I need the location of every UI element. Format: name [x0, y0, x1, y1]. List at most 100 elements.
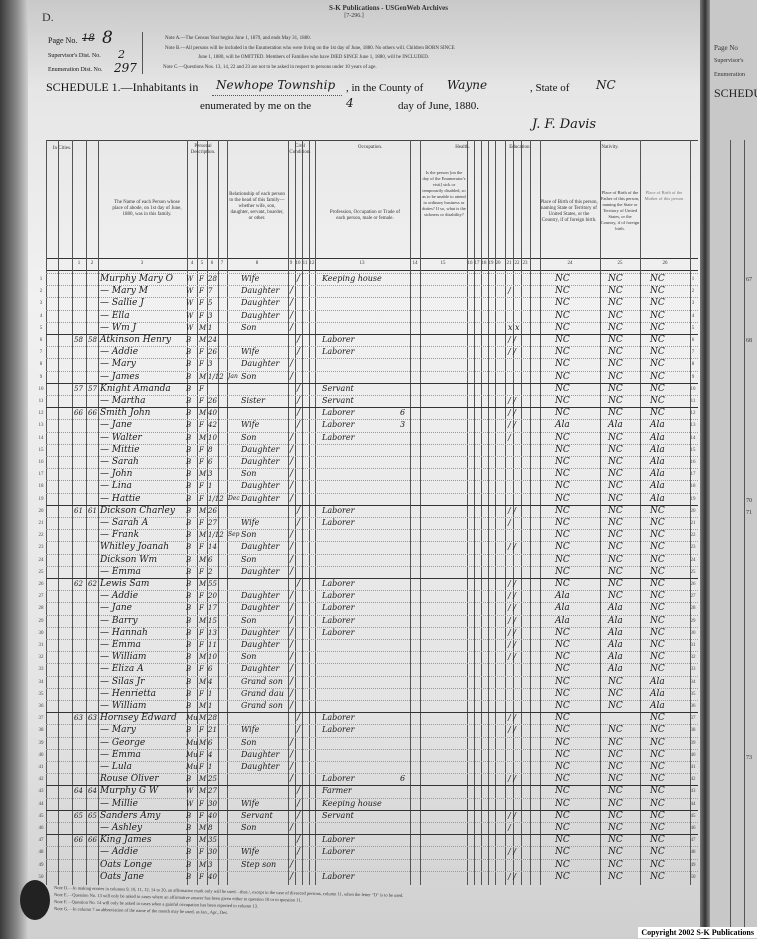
relationship: Son: [241, 432, 257, 442]
single-mark: /: [290, 762, 294, 772]
birthplace: NC: [555, 762, 570, 772]
supervisor-label: Supervisor's Dist. No.: [48, 53, 101, 59]
age: 1: [208, 323, 213, 332]
color: W: [186, 787, 194, 796]
color: Mu: [186, 738, 198, 747]
line-number: 50: [690, 874, 696, 880]
person-name: — Mary: [100, 725, 136, 736]
single-mark: /: [290, 591, 294, 602]
day-value: 4: [346, 96, 354, 110]
father-birthplace: NC: [608, 481, 623, 492]
mother-birthplace: Ala: [650, 701, 665, 711]
row-rule: [46, 358, 698, 360]
education-marks: / /: [508, 615, 516, 625]
age: 26: [208, 348, 217, 357]
mother-birthplace: Ala: [650, 469, 665, 480]
mother-birthplace: Ala: [650, 481, 665, 492]
age: 8: [208, 824, 213, 832]
binding-gutter: [700, 0, 710, 939]
line-number: 48: [690, 850, 696, 856]
column-rule: [420, 140, 421, 885]
row-rule: [46, 480, 698, 482]
line-number: 5: [691, 325, 695, 331]
line-number: 6: [39, 338, 43, 343]
sex: F: [199, 763, 204, 771]
person-name: — James: [100, 371, 140, 382]
mother-birthplace: NC: [650, 835, 665, 846]
sex: F: [199, 543, 204, 552]
line-number: 31: [690, 643, 696, 648]
line-number: 4: [691, 313, 695, 319]
relationship: Wife: [241, 347, 260, 357]
education-marks: / /: [508, 603, 516, 613]
birthplace: NC: [555, 566, 570, 577]
mother-birthplace: NC: [650, 542, 665, 553]
person-name: Rouse Oliver: [100, 774, 159, 785]
occupation: Laborer: [322, 579, 355, 588]
mother-birthplace: NC: [650, 566, 665, 577]
sex: F: [199, 397, 204, 405]
state-value: NC: [596, 78, 616, 92]
column-number: 16: [467, 261, 473, 266]
mother-birthplace: NC: [650, 603, 665, 614]
column-rule: [187, 140, 188, 885]
line-number: 46: [38, 826, 44, 831]
sex: F: [199, 604, 204, 613]
column-number: 25: [617, 261, 623, 266]
age: 5: [208, 299, 213, 308]
person-name: — Sallie J: [100, 298, 144, 309]
mother-birthplace: NC: [650, 298, 665, 309]
mother-birthplace: Ala: [650, 676, 665, 687]
single-mark: /: [290, 469, 294, 480]
mother-birthplace: NC: [650, 335, 665, 345]
right-enum-label: Enumeration: [714, 72, 745, 78]
married-mark: /: [297, 835, 301, 846]
sex: F: [199, 299, 204, 308]
sex: M: [199, 506, 207, 515]
line-number: 36: [690, 704, 696, 709]
line-number: 44: [38, 801, 44, 807]
birthplace: NC: [555, 701, 570, 711]
occupation: Laborer: [322, 420, 355, 430]
mother-birthplace: NC: [650, 383, 665, 394]
line-number: 34: [38, 679, 44, 685]
age: 10: [208, 653, 217, 662]
row-rule: [46, 297, 698, 299]
father-birthplace: Ala: [608, 420, 623, 431]
education-marks: / /: [508, 871, 516, 881]
mother-birthplace: NC: [650, 396, 665, 406]
age: 7: [208, 287, 213, 296]
single-mark: /: [290, 737, 294, 748]
single-mark: /: [290, 701, 294, 711]
relationship: Sister: [241, 396, 265, 405]
person-name: — Frank: [100, 530, 140, 541]
person-name: — Walter: [100, 432, 142, 443]
mother-birthplace: NC: [650, 322, 665, 333]
row-rule: [46, 590, 698, 592]
supervisor-value: 2: [118, 48, 125, 61]
father-birthplace: NC: [608, 737, 623, 748]
right-line-number: 68: [746, 338, 752, 344]
person-name: — Emma: [100, 749, 141, 760]
row-rule: [46, 309, 698, 311]
education-marks: / /: [508, 652, 516, 662]
relationship: Son: [241, 469, 257, 479]
father-birthplace: NC: [608, 676, 623, 687]
row-rule: [46, 602, 698, 604]
birthplace: NC: [555, 371, 570, 382]
relationship: Grand dau: [241, 688, 284, 698]
birthplace: NC: [555, 725, 570, 736]
mother-birthplace: Ala: [650, 688, 665, 699]
education-marks: / /: [508, 810, 516, 820]
sex: M: [199, 702, 207, 710]
column-rule: [58, 140, 59, 885]
single-mark: /: [290, 322, 294, 333]
person-name: — Addie: [100, 347, 139, 358]
single-mark: /: [290, 493, 294, 504]
relationship: Wife: [241, 847, 260, 857]
person-name: Hornsey Edward: [100, 713, 177, 724]
row-rule: [46, 273, 698, 274]
married-mark: /: [297, 518, 301, 528]
color: B: [186, 519, 192, 527]
header-education: Education.: [509, 145, 531, 150]
